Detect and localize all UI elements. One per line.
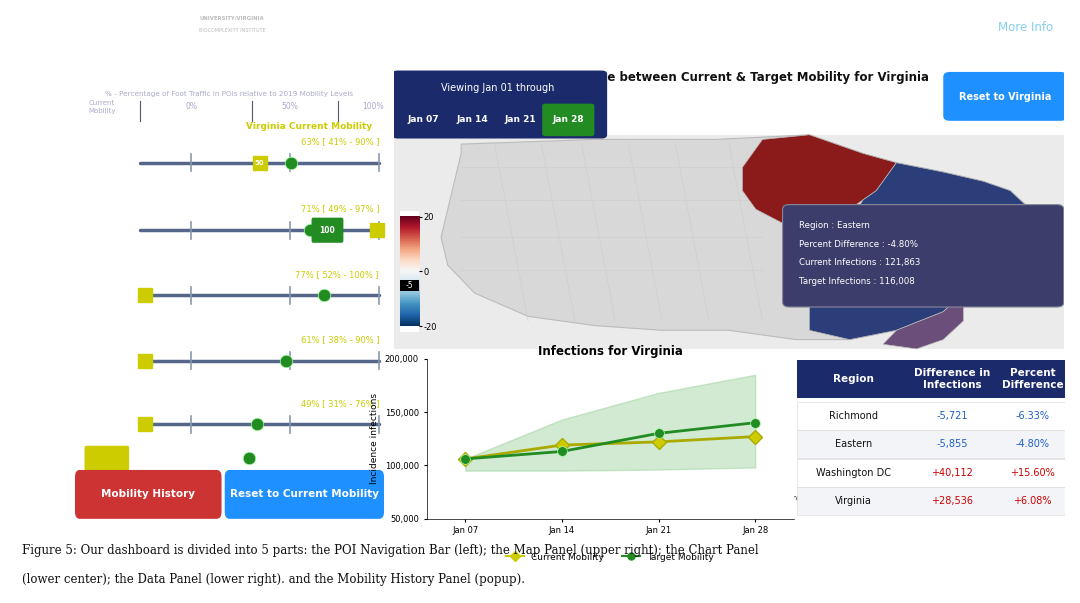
- Text: COVID-19 Mobility Impact Dashboard: COVID-19 Mobility Impact Dashboard: [307, 17, 773, 38]
- Bar: [797, 487, 1065, 515]
- Bar: [797, 360, 1065, 399]
- Text: Figure 5: Our dashboard is divided into 5 parts: the POI Navigation Bar (left); : Figure 5: Our dashboard is divided into …: [22, 545, 758, 557]
- FancyBboxPatch shape: [392, 71, 607, 139]
- Text: Difference in
Infections: Difference in Infections: [915, 368, 990, 390]
- FancyBboxPatch shape: [446, 104, 498, 136]
- Text: More Info: More Info: [998, 21, 1053, 34]
- Text: UNIVERSITY/VIRGINIA: UNIVERSITY/VIRGINIA: [200, 15, 265, 21]
- Text: Target Infections : 116,008: Target Infections : 116,008: [799, 277, 915, 286]
- Text: Visits to Points of Interest: Visits to Points of Interest: [137, 77, 322, 90]
- Text: +40,112: +40,112: [931, 468, 973, 478]
- Text: -5: -5: [405, 280, 414, 289]
- Text: 63% [ 41% - 90% ]: 63% [ 41% - 90% ]: [300, 137, 379, 146]
- FancyBboxPatch shape: [75, 470, 221, 519]
- Text: -5,855: -5,855: [936, 439, 968, 449]
- FancyBboxPatch shape: [783, 204, 1064, 307]
- Legend: Current Mobility, Target Mobility: Current Mobility, Target Mobility: [502, 549, 718, 565]
- Text: 71% [ 49% - 97% ]: 71% [ 49% - 97% ]: [300, 204, 379, 213]
- Text: Eastern: Eastern: [835, 439, 872, 449]
- Text: Gym ⓘ: Gym ⓘ: [80, 335, 109, 344]
- Text: Jan 14: Jan 14: [456, 115, 488, 124]
- Y-axis label: Incidence infections: Incidence infections: [370, 393, 379, 484]
- Text: Religious ⓘ: Religious ⓘ: [80, 399, 129, 408]
- Text: Current
Mobility: Current Mobility: [89, 100, 116, 113]
- Text: Reset to Virginia: Reset to Virginia: [959, 92, 1051, 102]
- Bar: [797, 431, 1065, 458]
- Text: 0%: 0%: [186, 103, 198, 112]
- Text: Target Mobility  ⓘ: Target Mobility ⓘ: [268, 454, 340, 463]
- Text: Jan 07: Jan 07: [408, 115, 440, 124]
- Text: Jan 21: Jan 21: [504, 115, 536, 124]
- Text: Current Mobility: Current Mobility: [137, 454, 205, 463]
- Polygon shape: [809, 163, 1037, 339]
- Text: 50%: 50%: [282, 103, 298, 112]
- Text: % - Percentage of Foot Traffic in POIs relative to 2019 Mobility Levels: % - Percentage of Foot Traffic in POIs r…: [106, 90, 353, 96]
- Title: Infections for Virginia: Infections for Virginia: [538, 345, 683, 358]
- FancyBboxPatch shape: [943, 72, 1067, 121]
- Text: Washington DC: Washington DC: [815, 468, 891, 478]
- Text: 100: 100: [320, 226, 336, 235]
- Polygon shape: [441, 135, 1037, 339]
- FancyBboxPatch shape: [542, 104, 594, 136]
- Polygon shape: [742, 135, 896, 223]
- Text: Reset to Current Mobility: Reset to Current Mobility: [230, 489, 379, 499]
- Polygon shape: [883, 293, 963, 349]
- Text: Current Infections : 121,863: Current Infections : 121,863: [799, 258, 920, 267]
- Bar: [394, 135, 1064, 349]
- Text: 100%: 100%: [362, 103, 383, 112]
- Text: -4.80%: -4.80%: [1015, 439, 1050, 449]
- Text: 77% [ 52% - 100% ]: 77% [ 52% - 100% ]: [296, 270, 379, 279]
- Text: +28,536: +28,536: [931, 496, 973, 506]
- Text: Jan 28: Jan 28: [553, 115, 584, 124]
- Text: Percent Difference : -4.80%: Percent Difference : -4.80%: [799, 239, 918, 248]
- Text: -5,721: -5,721: [936, 411, 968, 420]
- FancyBboxPatch shape: [397, 104, 449, 136]
- Text: Region : Eastern: Region : Eastern: [799, 221, 870, 230]
- Text: Percent
Difference: Percent Difference: [1002, 368, 1064, 390]
- Text: +6.08%: +6.08%: [1013, 496, 1052, 506]
- Text: -6.33%: -6.33%: [1015, 411, 1050, 420]
- FancyBboxPatch shape: [84, 446, 130, 471]
- Bar: [797, 402, 1065, 429]
- Text: Fewer Infections  ⓘ: Fewer Infections ⓘ: [908, 494, 994, 504]
- Text: Region: Region: [833, 374, 874, 384]
- Text: (lower center); the Data Panel (lower right). and the Mobility History Panel (po: (lower center); the Data Panel (lower ri…: [22, 573, 525, 586]
- Bar: [797, 459, 1065, 487]
- Text: Retail ⓘ: Retail ⓘ: [80, 270, 113, 279]
- Text: Restaurants ⓘ: Restaurants ⓘ: [80, 137, 143, 146]
- Text: 61% [ 38% - 90% ]: 61% [ 38% - 90% ]: [300, 335, 379, 344]
- Text: More Infections: More Infections: [779, 494, 849, 504]
- Text: Viewing Jan 01 through: Viewing Jan 01 through: [442, 83, 555, 93]
- Text: 50: 50: [255, 160, 265, 166]
- Text: Essential Retail ⓘ: Essential Retail ⓘ: [80, 204, 158, 213]
- FancyBboxPatch shape: [494, 104, 546, 136]
- FancyBboxPatch shape: [225, 470, 384, 519]
- Text: 49% [ 31% - 76% ]: 49% [ 31% - 76% ]: [300, 399, 379, 408]
- FancyBboxPatch shape: [394, 280, 424, 291]
- Text: +15.60%: +15.60%: [1011, 468, 1055, 478]
- Text: Richmond: Richmond: [828, 411, 878, 420]
- Text: Mobility History: Mobility History: [102, 489, 195, 499]
- Text: BIOCOMPLEXITY INSTITUTE: BIOCOMPLEXITY INSTITUTE: [199, 28, 266, 33]
- Text: Stanford University: Stanford University: [16, 19, 214, 37]
- FancyBboxPatch shape: [311, 218, 343, 243]
- Text: Virginia: Virginia: [835, 496, 872, 506]
- Text: % Difference between Current & Target Mobility for Virginia: % Difference between Current & Target Mo…: [529, 71, 929, 84]
- Text: Virginia Current Mobility: Virginia Current Mobility: [246, 122, 373, 131]
